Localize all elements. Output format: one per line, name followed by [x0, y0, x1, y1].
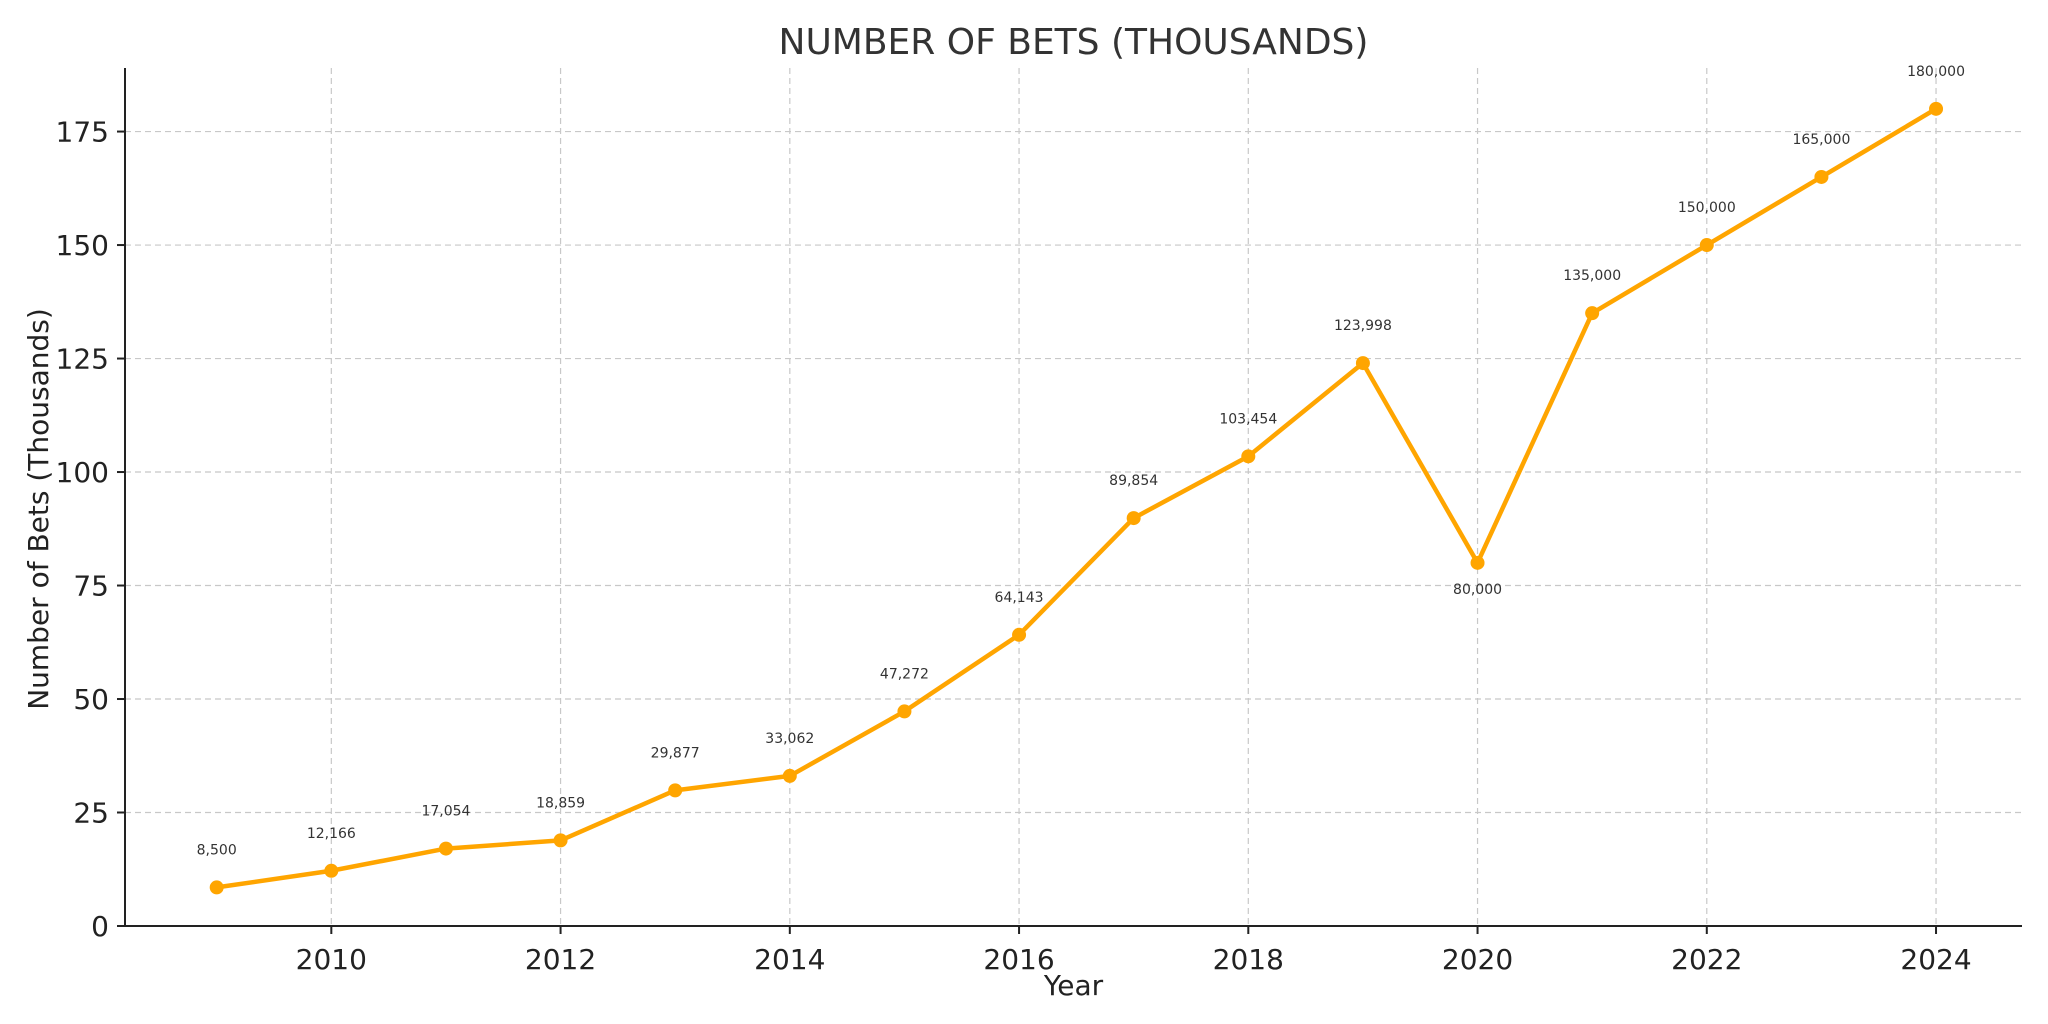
data-point [668, 783, 683, 798]
y-tick-label: 50 [73, 683, 109, 716]
data-label: 180,000 [1907, 64, 1965, 80]
data-label: 47,272 [880, 666, 929, 682]
data-point [1929, 101, 1944, 116]
data-point [1126, 511, 1141, 526]
y-tick-label: 75 [73, 570, 109, 603]
data-point [1585, 306, 1600, 321]
x-tick-label: 2014 [754, 943, 825, 976]
data-point [1699, 238, 1714, 253]
x-tick-label: 2024 [1900, 943, 1971, 976]
data-point [1355, 356, 1370, 371]
data-point [1012, 627, 1027, 642]
data-label: 150,000 [1678, 200, 1736, 216]
x-tick-label: 2018 [1213, 943, 1284, 976]
y-tick-label: 175 [56, 116, 109, 149]
x-tick-label: 2012 [525, 943, 596, 976]
data-point [897, 704, 912, 719]
data-point [1814, 169, 1829, 184]
data-label: 89,854 [1109, 473, 1158, 489]
data-point [1241, 449, 1256, 464]
data-label: 165,000 [1792, 132, 1850, 148]
data-label: 33,062 [765, 731, 814, 747]
data-label: 29,877 [651, 745, 700, 761]
tick-labels: 2010 2012 2014 2016 2018 2020 2022 2024 0 25 50 75 1… [56, 116, 1972, 976]
data-label: 17,054 [421, 804, 470, 820]
y-tick-label: 100 [56, 456, 109, 489]
x-tick-label: 2016 [983, 943, 1054, 976]
axes [124, 68, 2022, 927]
y-tick-label: 150 [56, 229, 109, 262]
data-label: 64,143 [995, 590, 1044, 606]
data-label: 12,166 [307, 826, 356, 842]
y-tick-label: 125 [56, 343, 109, 376]
x-tick-label: 2010 [296, 943, 367, 976]
data-point [209, 880, 224, 895]
data-label: 135,000 [1563, 268, 1621, 284]
chart-title: NUMBER OF BETS (THOUSANDS) [779, 22, 1369, 63]
series [209, 101, 1944, 895]
data-label: 123,998 [1334, 318, 1392, 334]
data-label: 80,000 [1453, 582, 1502, 598]
y-axis-label: Number of Bets (Thousands) [22, 308, 55, 710]
data-point [1470, 555, 1485, 570]
data-point [782, 768, 797, 783]
data-label: 8,500 [197, 842, 237, 858]
x-axis-label: Year [1043, 969, 1104, 1002]
y-tick-label: 25 [73, 797, 109, 830]
data-point [438, 841, 453, 856]
y-tick-label: 0 [91, 910, 109, 943]
data-point [553, 833, 568, 848]
x-tick-label: 2020 [1442, 943, 1513, 976]
series-line [214, 106, 1939, 890]
data-point [324, 863, 339, 878]
x-tick-label: 2022 [1671, 943, 1742, 976]
grid [125, 68, 2022, 926]
data-labels: 8,500 12,166 17,054 18,859 29,877 33,062 47,27… [197, 64, 1965, 859]
data-label: 103,454 [1219, 411, 1277, 427]
data-label: 18,859 [536, 795, 585, 811]
